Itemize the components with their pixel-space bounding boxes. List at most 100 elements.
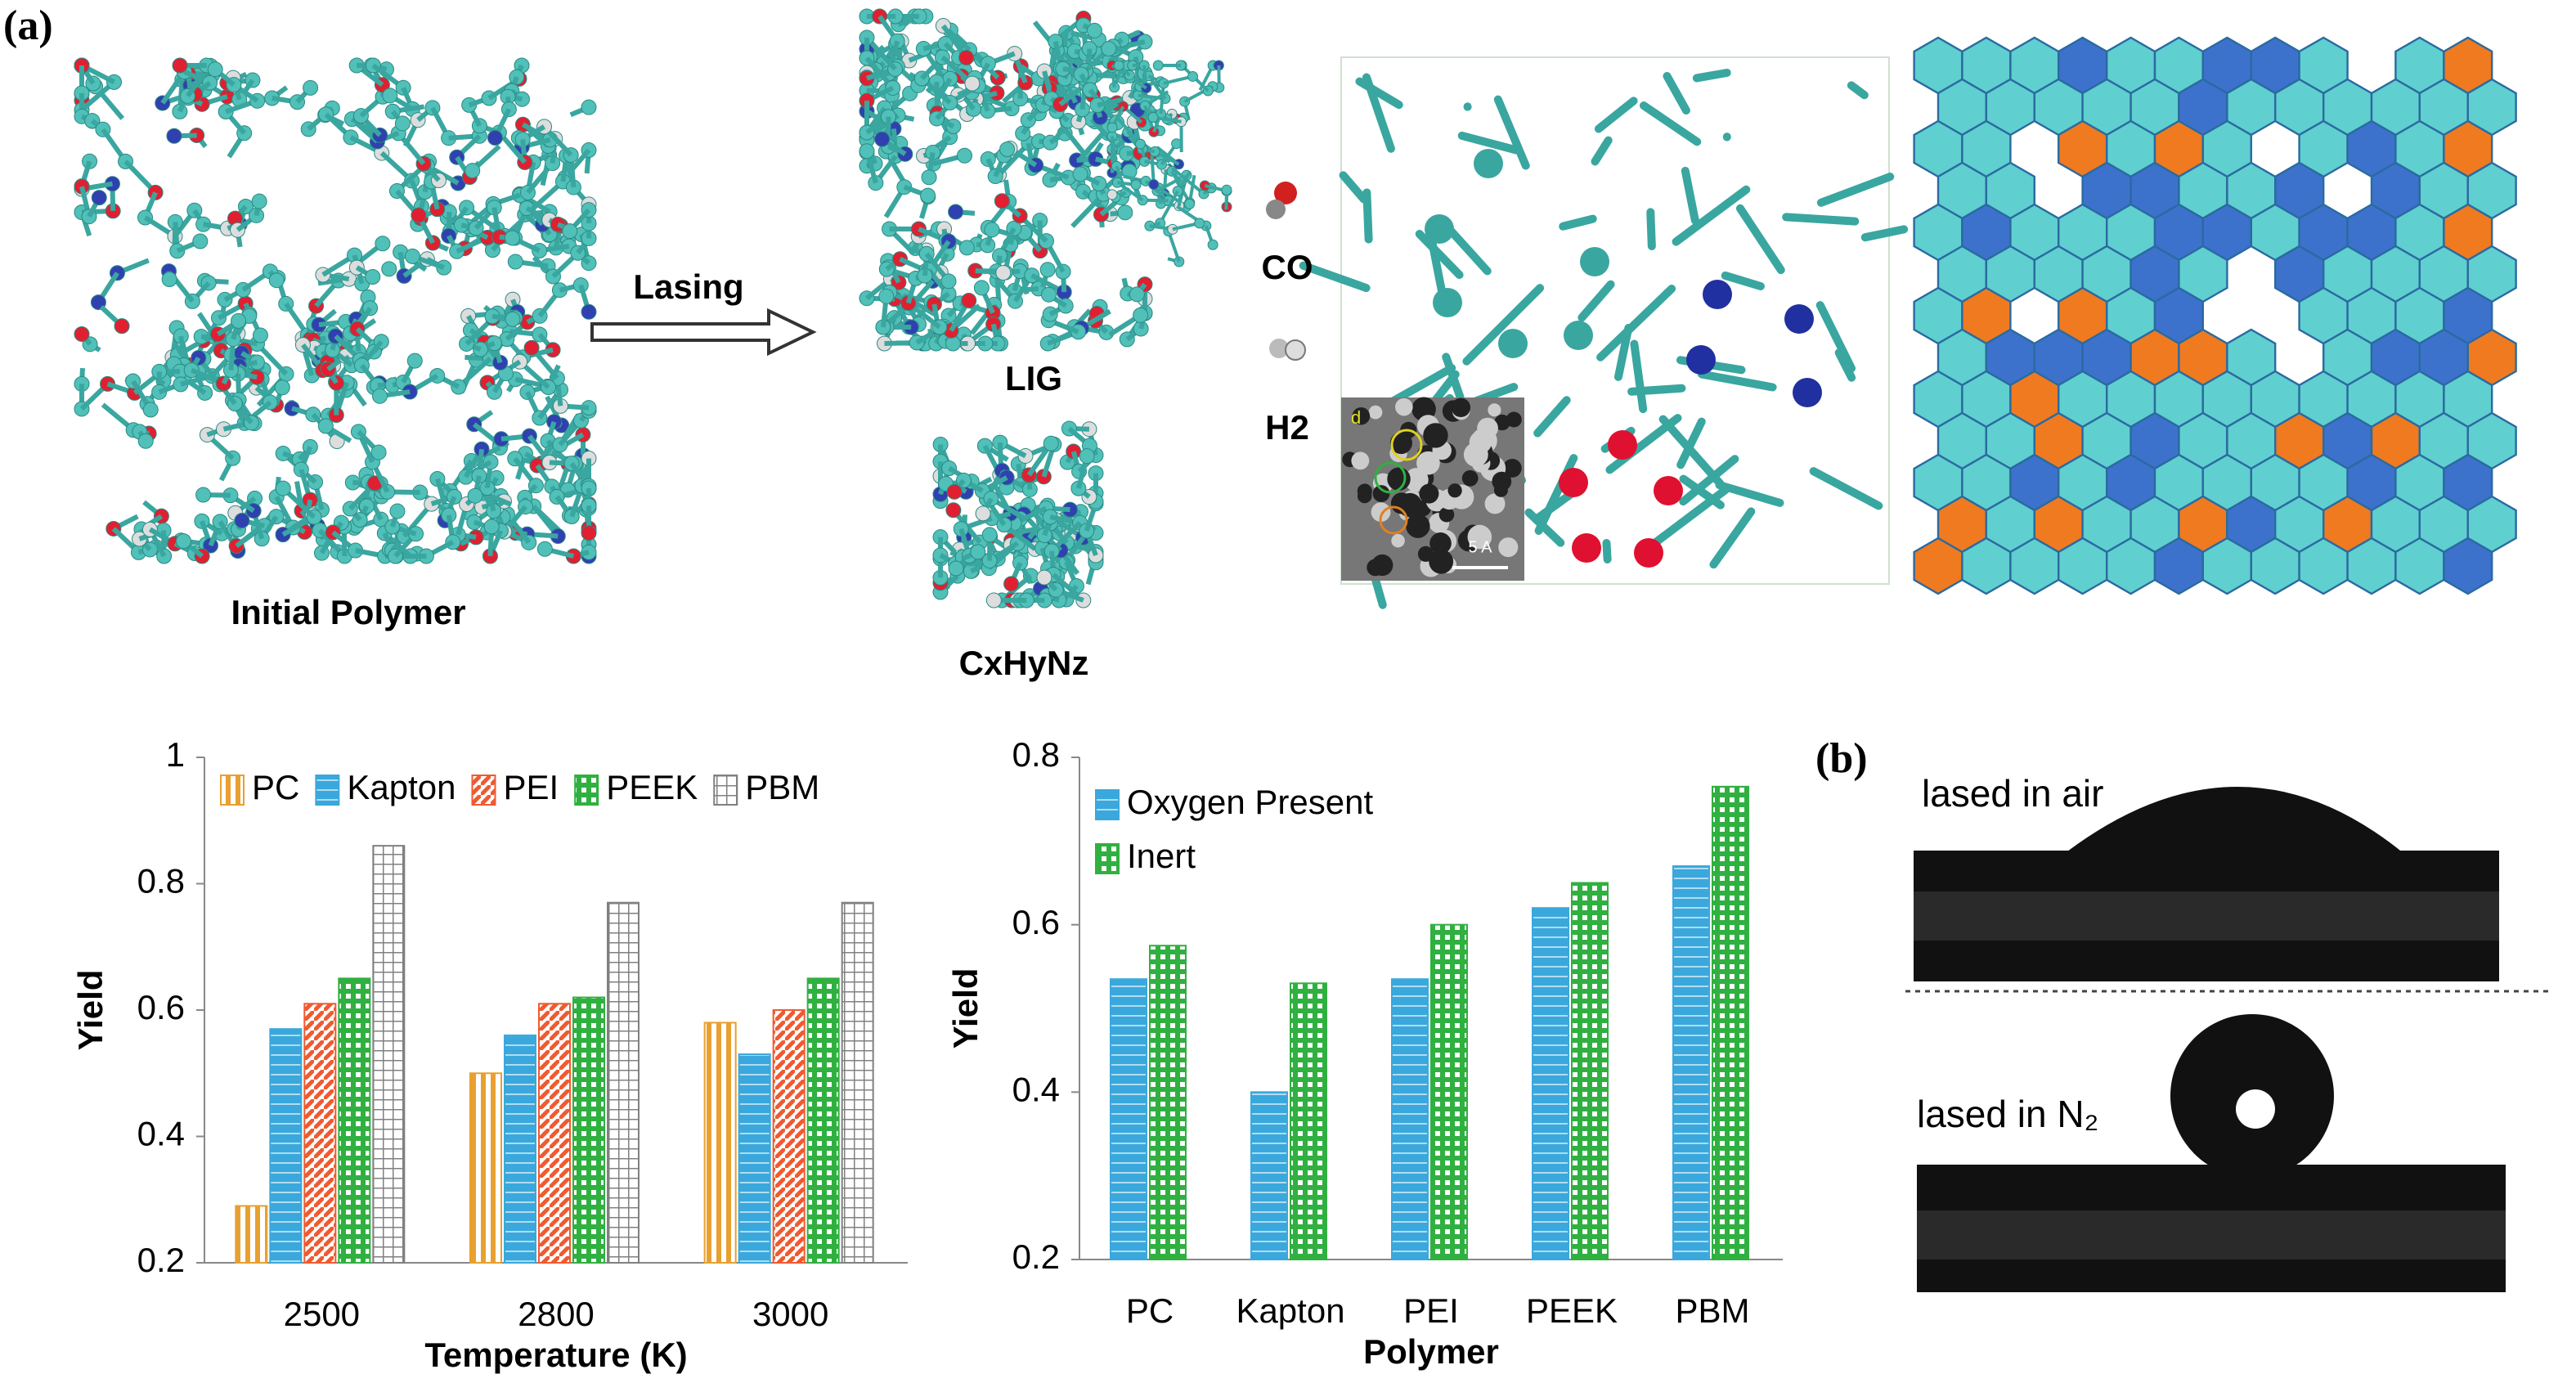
bond [1860, 225, 1909, 242]
atom [234, 513, 250, 529]
atom [1194, 218, 1205, 229]
caption: CxHyNz [959, 644, 1089, 682]
atom [406, 352, 423, 369]
y-axis-label: Yield [71, 970, 110, 1051]
bond [1715, 481, 1784, 507]
atom [581, 525, 597, 541]
inset-texture [1461, 469, 1479, 487]
panel-label: (a) [3, 2, 53, 49]
inset-texture [1368, 405, 1383, 420]
atom [411, 207, 427, 223]
panel-label: (b) [1815, 735, 1868, 782]
x-tick-label: Kapton [1236, 1291, 1344, 1330]
atom [1036, 569, 1052, 586]
ring [1390, 429, 1423, 461]
atom [231, 312, 247, 329]
inset-texture [1357, 483, 1372, 499]
atom [1474, 149, 1503, 178]
inset-texture [1406, 514, 1430, 538]
atom [505, 311, 521, 327]
y-tick-label: 0.2 [137, 1241, 185, 1279]
atom [536, 541, 553, 557]
inset-texture [1429, 549, 1454, 574]
bond [1613, 323, 1633, 381]
bond [1735, 204, 1785, 275]
atom [940, 273, 957, 290]
atom [1221, 184, 1232, 195]
atom [1634, 538, 1663, 568]
legend-swatch [574, 775, 599, 806]
atom [975, 505, 991, 522]
inset-texture [1372, 485, 1390, 502]
atom [370, 444, 387, 460]
atom [394, 115, 411, 132]
atom [523, 339, 540, 356]
bond [1594, 97, 1638, 133]
bond [1362, 188, 1373, 244]
droplet [2064, 787, 2404, 854]
atom [562, 223, 578, 240]
inset-texture [1429, 532, 1452, 555]
bond [1809, 467, 1883, 510]
atom [1043, 435, 1059, 451]
inset-texture [1498, 537, 1519, 558]
atom [973, 280, 990, 296]
bar [1430, 923, 1468, 1260]
atom [1106, 122, 1118, 133]
atom [371, 388, 388, 404]
legend-swatch [713, 775, 738, 806]
bond [1692, 68, 1731, 83]
atom [1106, 189, 1118, 200]
atom [1274, 182, 1297, 204]
photo-label: lased in air [1922, 772, 2103, 815]
bar [1110, 978, 1147, 1261]
legend-label: Oxygen Present [1127, 783, 1373, 821]
atom [1703, 280, 1732, 309]
atom [1608, 430, 1637, 460]
bond [1649, 485, 1730, 548]
bond [1681, 166, 1699, 225]
atom [404, 248, 420, 264]
atom [859, 143, 875, 159]
atom [504, 230, 520, 246]
atom [251, 193, 267, 209]
bar [572, 996, 605, 1264]
bond [1533, 396, 1571, 438]
atom [1425, 214, 1454, 244]
caption: LIG [1005, 359, 1062, 397]
inset-texture [1367, 559, 1384, 577]
bond [1602, 539, 1612, 564]
bond [1782, 213, 1860, 226]
atom [91, 190, 107, 206]
atom [1003, 576, 1020, 592]
bar [1532, 907, 1569, 1260]
atom [252, 327, 268, 344]
bar [469, 1072, 502, 1264]
atom [1187, 70, 1199, 82]
bond [1462, 284, 1545, 366]
bar [841, 901, 874, 1264]
x-tick-label: 3000 [752, 1295, 828, 1333]
y-tick-label: 0.4 [1012, 1070, 1060, 1108]
atom [964, 75, 981, 92]
inset-texture [1391, 533, 1405, 548]
bar [1391, 978, 1429, 1261]
atom [1654, 476, 1683, 505]
bond [1847, 81, 1869, 100]
inset-texture [1390, 492, 1413, 514]
inset-texture [1484, 493, 1506, 514]
bond [1299, 261, 1371, 293]
atom [1793, 378, 1822, 407]
bond [1115, 116, 1142, 146]
atom [1285, 339, 1306, 361]
atom [1559, 468, 1588, 497]
inset-texture [1467, 524, 1492, 550]
atom [946, 483, 963, 500]
hexagon [2443, 537, 2493, 595]
legend-label: PBM [745, 768, 819, 806]
atom [1148, 178, 1160, 190]
y-tick-label: 1 [166, 735, 185, 774]
atom [995, 264, 1012, 281]
atom [985, 592, 1002, 608]
